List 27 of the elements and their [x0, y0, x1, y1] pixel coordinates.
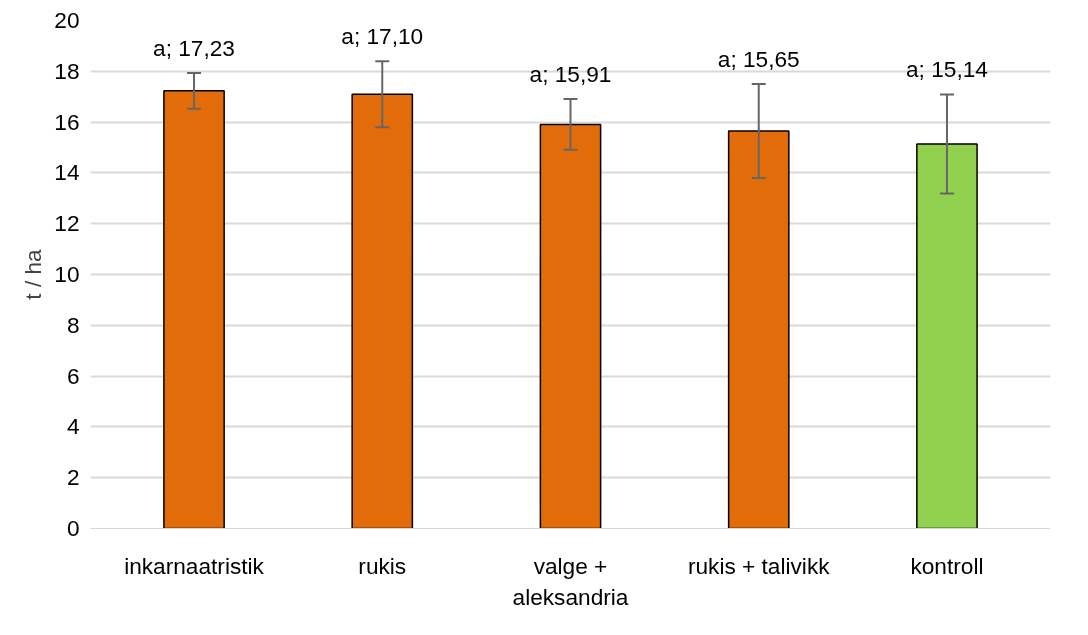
y-tick-label: 6 — [66, 362, 80, 389]
bar — [351, 93, 414, 529]
data-label: a; 15,14 — [906, 56, 988, 83]
data-label: a; 17,23 — [153, 35, 235, 62]
x-tick-label: kontroll — [910, 552, 984, 579]
x-tick-label: rukis — [358, 552, 407, 579]
data-label: a; 17,10 — [341, 23, 424, 50]
y-tick-label: 20 — [54, 7, 80, 33]
data-label: a; 15,91 — [529, 60, 612, 87]
bar — [163, 90, 225, 529]
bar — [727, 130, 790, 529]
bar — [916, 143, 978, 529]
y-tick-label: 4 — [66, 413, 80, 440]
bar — [539, 123, 602, 529]
data-label: a; 15,65 — [717, 46, 800, 72]
y-tick-label: 0 — [66, 515, 80, 541]
y-tick-label: 18 — [54, 57, 80, 84]
y-tick-label: 14 — [54, 159, 80, 186]
x-tick-label: rukis + talivikk — [687, 552, 831, 579]
x-tick-label: valge + aleksandria — [512, 552, 629, 610]
y-axis-title: t / ha — [20, 248, 47, 300]
y-tick-label: 8 — [66, 311, 80, 338]
y-tick-label: 10 — [54, 261, 80, 287]
y-tick-label: 12 — [54, 210, 80, 237]
x-tick-label: inkarnaatristik — [124, 552, 265, 579]
y-tick-label: 16 — [54, 108, 80, 135]
y-tick-label: 2 — [66, 464, 80, 491]
